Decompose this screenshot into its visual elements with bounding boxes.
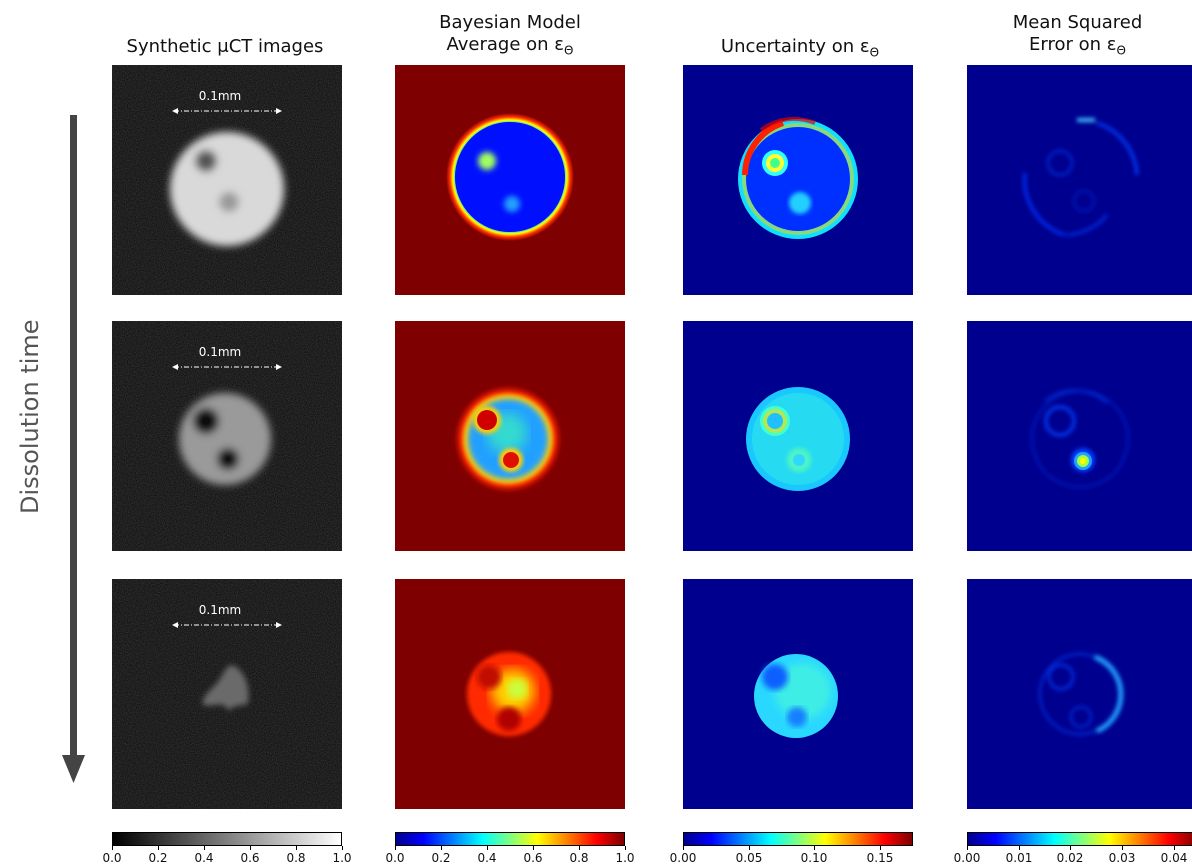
bma-subscript: Θ: [564, 43, 574, 58]
colorbar-tick-mark: [814, 846, 815, 850]
dissolution-arrow: [62, 115, 85, 783]
column-title-bma-line1: Bayesian Model: [439, 12, 581, 33]
colorbar-tick-label: 0.6: [523, 851, 543, 865]
scale-bar-row-2: [172, 364, 282, 370]
colorbar-tick-label: 0.8: [286, 851, 306, 865]
column-title-ct-text: Synthetic μCT images: [126, 36, 324, 57]
column-title-uncertainty: Uncertainty on εΘ: [670, 36, 930, 64]
scale-bar-row-3: [172, 622, 282, 628]
colorbar-tick-label: 0.15: [866, 851, 894, 865]
colorbar-tick-mark: [967, 846, 968, 850]
column-title-mse-line2: Error on εΘ: [955, 34, 1192, 62]
scale-label-row-3: 0.1mm: [199, 603, 241, 617]
colorbar-tick-mark: [158, 846, 159, 850]
colorbar-tick-mark: [1174, 846, 1175, 850]
uncertainty-image-row-2: [683, 321, 913, 551]
colorbar-tick-mark: [487, 846, 488, 850]
colorbar-tick-label: 1.0: [332, 851, 352, 865]
bma-image-row-3: [395, 579, 625, 809]
colorbar-tick-label: 0.02: [1056, 851, 1084, 865]
colorbar-tick-mark: [1122, 846, 1123, 850]
uncertainty-image-row-1: [683, 65, 913, 295]
colorbar-tick-mark: [250, 846, 251, 850]
mse-line2-text: Error on ε: [1029, 34, 1117, 55]
colorbar-tick-label: 0.10: [800, 851, 828, 865]
colorbar-jet-mse: [967, 832, 1192, 846]
column-title-mse-line1: Mean Squared: [1012, 12, 1143, 33]
colorbar-tick-mark: [683, 846, 684, 850]
scale-label-row-1: 0.1mm: [199, 89, 241, 103]
colorbar-tick-label: 0.00: [669, 851, 697, 865]
colorbar-tick-label: 0.4: [477, 851, 497, 865]
colorbar-tick-label: 0.0: [385, 851, 405, 865]
column-title-bma-line2: Average on εΘ: [380, 34, 640, 62]
ct-image-row-2: 0.1mm: [112, 321, 342, 551]
colorbar-tick-mark: [533, 846, 534, 850]
scale-bar-row-1: [172, 108, 282, 114]
colorbar-tick-mark: [441, 846, 442, 850]
uncertainty-title-text: Uncertainty on ε: [720, 36, 870, 57]
bma-image-row-2: [395, 321, 625, 551]
mse-image-row-1: [967, 65, 1192, 295]
colorbar-tick-label: 0.05: [735, 851, 763, 865]
mse-image-row-2: [967, 321, 1192, 551]
colorbar-tick-mark: [342, 846, 343, 850]
dissolution-time-label: Dissolution time: [16, 319, 44, 514]
mse-subscript: Θ: [1116, 43, 1126, 58]
ct-image-row-1: 0.1mm: [112, 65, 342, 295]
colorbar-gray: [112, 832, 342, 846]
bma-image-row-1: [395, 65, 625, 295]
colorbar-jet-uncertainty: [683, 832, 913, 846]
colorbar-tick-mark: [296, 846, 297, 850]
bma-line2-text: Average on ε: [446, 34, 565, 55]
colorbar-tick-label: 0.4: [194, 851, 214, 865]
colorbar-tick-mark: [749, 846, 750, 850]
column-title-bma: Bayesian Model Average on εΘ: [380, 12, 640, 62]
scale-label-row-2: 0.1mm: [199, 345, 241, 359]
colorbar-tick-label: 1.0: [615, 851, 635, 865]
colorbar-tick-label: 0.01: [1005, 851, 1033, 865]
colorbar-tick-label: 0.8: [569, 851, 589, 865]
colorbar-tick-mark: [204, 846, 205, 850]
colorbar-tick-label: 0.6: [240, 851, 260, 865]
colorbar-tick-mark: [1070, 846, 1071, 850]
ct-image-row-3: 0.1mm: [112, 579, 342, 809]
colorbar-tick-label: 0.04: [1160, 851, 1188, 865]
colorbar-jet-bma: [395, 832, 625, 846]
uncertainty-subscript: Θ: [869, 45, 880, 60]
mse-image-row-3: [967, 579, 1192, 809]
colorbar-tick-mark: [395, 846, 396, 850]
colorbar-tick-label: 0.2: [431, 851, 451, 865]
colorbar-tick-mark: [1019, 846, 1020, 850]
colorbar-tick-mark: [625, 846, 626, 850]
colorbar-tick-label: 0.03: [1108, 851, 1136, 865]
colorbar-tick-label: 0.0: [102, 851, 122, 865]
column-title-ct: Synthetic μCT images: [100, 36, 350, 58]
colorbar-tick-mark: [880, 846, 881, 850]
colorbar-tick-label: 0.00: [953, 851, 981, 865]
colorbar-tick-label: 0.2: [148, 851, 168, 865]
colorbar-tick-mark: [579, 846, 580, 850]
uncertainty-image-row-3: [683, 579, 913, 809]
colorbar-tick-mark: [112, 846, 113, 850]
column-title-mse: Mean Squared Error on εΘ: [955, 12, 1192, 62]
